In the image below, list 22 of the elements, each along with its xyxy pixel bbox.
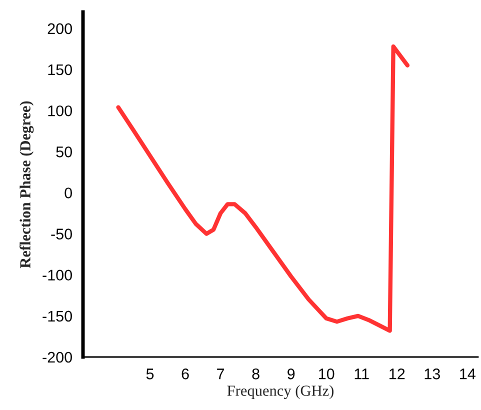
y-tick-label: -50 [51, 228, 72, 240]
x-tick-label: 12 [390, 368, 405, 380]
x-tick-label: 8 [252, 368, 260, 380]
y-tick-label: 50 [56, 146, 72, 158]
x-tick-label: 5 [146, 368, 154, 380]
x-tick-label: 7 [217, 368, 224, 380]
x-tick-label: 6 [182, 368, 189, 380]
y-tick-label: -150 [42, 310, 72, 322]
x-tick-label: 11 [354, 368, 369, 380]
y-tick-label: -100 [42, 270, 72, 281]
line-series [116, 44, 410, 333]
y-tick-label: 0 [64, 188, 72, 198]
x-tick-label: 10 [319, 368, 334, 380]
x-tick-label: 13 [424, 368, 440, 380]
y-tick-label: 150 [48, 64, 72, 76]
x-tick-label: 14 [460, 368, 476, 380]
y-tick-label: -200 [42, 352, 72, 363]
y-tick-label: 200 [48, 23, 72, 34]
x-tick-label: 9 [288, 368, 295, 380]
y-axis-title: Reflection Phase (Degree) [20, 101, 34, 268]
y-tick-label: 100 [48, 105, 72, 116]
x-axis-title: Frequency (GHz) [227, 385, 334, 400]
